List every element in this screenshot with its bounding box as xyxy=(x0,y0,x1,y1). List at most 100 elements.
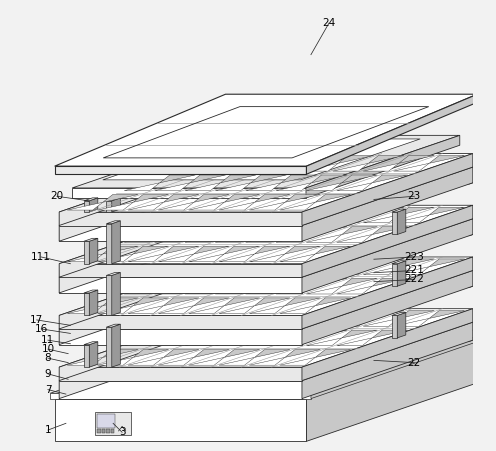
Polygon shape xyxy=(215,338,251,346)
Polygon shape xyxy=(285,350,320,357)
Polygon shape xyxy=(155,183,190,191)
Text: 1: 1 xyxy=(45,425,51,435)
Polygon shape xyxy=(188,202,224,210)
Polygon shape xyxy=(251,278,286,286)
Polygon shape xyxy=(220,330,256,338)
Polygon shape xyxy=(211,215,247,223)
Polygon shape xyxy=(124,338,160,346)
Polygon shape xyxy=(302,167,473,241)
Polygon shape xyxy=(158,357,194,365)
Polygon shape xyxy=(308,156,343,163)
Polygon shape xyxy=(394,318,429,326)
Polygon shape xyxy=(276,183,311,191)
Polygon shape xyxy=(281,330,316,338)
Polygon shape xyxy=(337,286,372,294)
Polygon shape xyxy=(246,338,281,346)
Text: 7: 7 xyxy=(45,385,51,395)
Polygon shape xyxy=(272,215,308,223)
Polygon shape xyxy=(112,272,121,315)
Polygon shape xyxy=(372,227,408,235)
Polygon shape xyxy=(72,135,460,188)
Polygon shape xyxy=(128,202,164,210)
Polygon shape xyxy=(194,194,229,202)
Polygon shape xyxy=(333,267,369,275)
Polygon shape xyxy=(59,257,230,329)
Polygon shape xyxy=(338,311,373,318)
Polygon shape xyxy=(308,259,343,267)
Polygon shape xyxy=(399,311,434,318)
Polygon shape xyxy=(280,202,315,210)
Text: 23: 23 xyxy=(408,191,421,201)
Polygon shape xyxy=(307,337,486,442)
Polygon shape xyxy=(84,241,89,264)
Polygon shape xyxy=(311,278,347,286)
Polygon shape xyxy=(342,330,377,338)
Polygon shape xyxy=(277,207,313,215)
Polygon shape xyxy=(311,175,347,183)
Polygon shape xyxy=(219,306,254,313)
Polygon shape xyxy=(307,183,342,191)
Polygon shape xyxy=(246,183,281,191)
Polygon shape xyxy=(102,429,105,433)
Polygon shape xyxy=(188,254,224,262)
Polygon shape xyxy=(95,412,131,435)
Polygon shape xyxy=(392,315,397,338)
Polygon shape xyxy=(285,298,320,306)
Polygon shape xyxy=(164,350,199,357)
Polygon shape xyxy=(84,201,89,212)
Polygon shape xyxy=(217,156,252,163)
Polygon shape xyxy=(50,393,311,399)
Polygon shape xyxy=(112,221,121,264)
Polygon shape xyxy=(303,267,338,275)
Polygon shape xyxy=(59,308,230,381)
Polygon shape xyxy=(308,207,343,215)
Polygon shape xyxy=(363,215,399,223)
Polygon shape xyxy=(392,209,406,212)
Text: 24: 24 xyxy=(322,18,336,28)
Polygon shape xyxy=(337,183,372,191)
Polygon shape xyxy=(185,286,220,294)
Polygon shape xyxy=(369,156,404,163)
Polygon shape xyxy=(342,227,377,235)
Polygon shape xyxy=(84,293,89,315)
Polygon shape xyxy=(181,267,217,275)
Polygon shape xyxy=(185,338,220,346)
Polygon shape xyxy=(337,235,372,242)
Polygon shape xyxy=(333,163,369,171)
Polygon shape xyxy=(338,207,373,215)
Polygon shape xyxy=(133,246,169,254)
Polygon shape xyxy=(103,246,138,254)
Polygon shape xyxy=(281,278,316,286)
Polygon shape xyxy=(215,183,251,191)
Text: 223: 223 xyxy=(404,252,424,262)
Polygon shape xyxy=(124,183,160,191)
Polygon shape xyxy=(106,429,110,433)
Polygon shape xyxy=(369,311,404,318)
Polygon shape xyxy=(363,163,399,171)
Polygon shape xyxy=(98,254,133,262)
Polygon shape xyxy=(164,298,199,306)
Polygon shape xyxy=(59,153,230,226)
Polygon shape xyxy=(84,342,98,345)
Polygon shape xyxy=(185,235,220,242)
Polygon shape xyxy=(55,94,477,166)
Polygon shape xyxy=(254,194,290,202)
Polygon shape xyxy=(55,166,307,174)
Polygon shape xyxy=(307,286,342,294)
Polygon shape xyxy=(188,306,224,313)
Polygon shape xyxy=(249,306,285,313)
Polygon shape xyxy=(217,207,252,215)
Polygon shape xyxy=(67,202,103,210)
Polygon shape xyxy=(333,215,369,223)
Polygon shape xyxy=(224,350,260,357)
Polygon shape xyxy=(190,227,226,235)
Polygon shape xyxy=(59,167,230,241)
Polygon shape xyxy=(277,156,313,163)
Polygon shape xyxy=(89,290,98,315)
Polygon shape xyxy=(103,139,420,180)
Polygon shape xyxy=(59,153,473,212)
Polygon shape xyxy=(281,175,316,183)
Polygon shape xyxy=(302,308,473,381)
Polygon shape xyxy=(369,207,404,215)
Polygon shape xyxy=(219,202,254,210)
